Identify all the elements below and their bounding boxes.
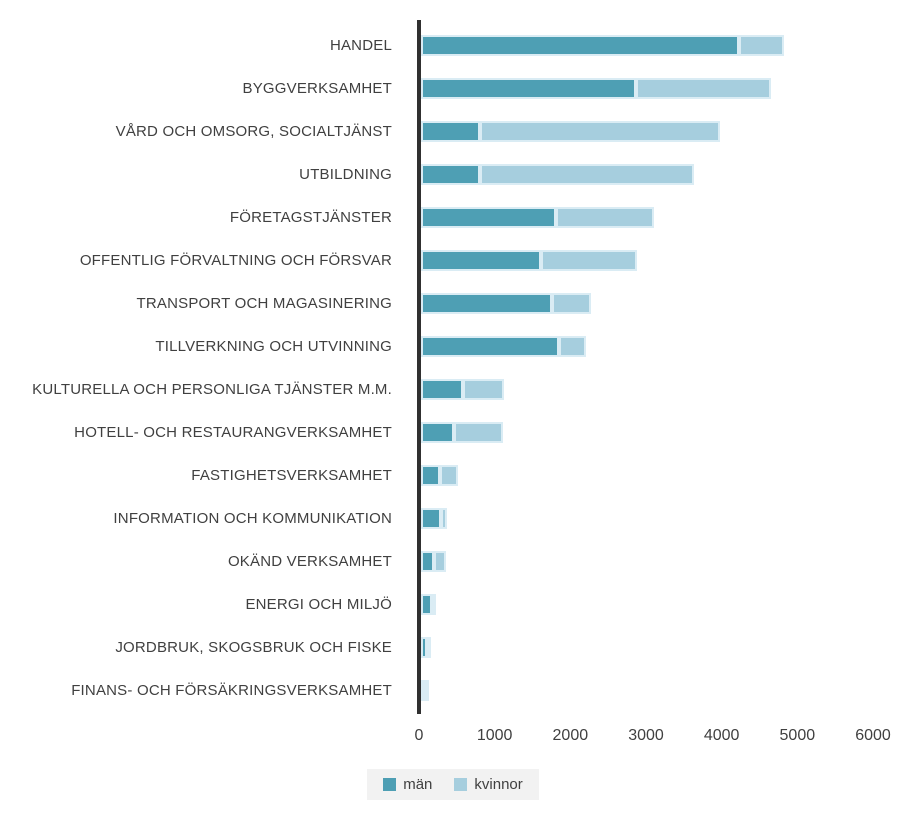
bar-track: [421, 207, 655, 228]
män-segment: [421, 78, 636, 99]
x-tick-label: 0: [414, 727, 424, 744]
bar-row: TRANSPORT OCH MAGASINERING: [0, 282, 906, 325]
category-label: ENERGI OCH MILJÖ: [245, 596, 392, 613]
kvinnor-segment: [480, 164, 695, 185]
bar-track: [421, 680, 430, 701]
bar-track: [421, 78, 771, 99]
män-segment: [421, 379, 464, 400]
women-color-swatch: [454, 778, 468, 791]
bar-track: [421, 551, 446, 572]
legend-item-women: kvinnor: [454, 776, 523, 793]
category-label: FASTIGHETSVERKSAMHET: [191, 467, 392, 484]
män-segment: [421, 465, 440, 486]
category-label: OKÄND VERKSAMHET: [227, 553, 392, 570]
kvinnor-segment: [463, 379, 505, 400]
bar-track: [421, 250, 638, 271]
category-label: FINANS- OCH FÖRSÄKRINGSVERKSAMHET: [71, 682, 392, 699]
bar-track: [421, 164, 695, 185]
bar-row: JORDBRUK, SKOGSBRUK OCH FISKE: [0, 626, 906, 669]
kvinnor-segment: [440, 508, 447, 529]
legend-label-men: män: [403, 776, 433, 793]
män-segment: [421, 594, 433, 615]
bar-row: KULTURELLA OCH PERSONLIGA TJÄNSTER M.M.: [0, 368, 906, 411]
bar-track: [421, 422, 504, 443]
kvinnor-segment: [433, 551, 446, 572]
x-tick-label: 5000: [779, 727, 816, 744]
män-segment: [421, 35, 739, 56]
bar-row: INFORMATION OCH KOMMUNIKATION: [0, 497, 906, 540]
x-tick-label: 1000: [476, 727, 513, 744]
kvinnor-segment: [541, 250, 638, 271]
category-label: INFORMATION OCH KOMMUNIKATION: [113, 510, 392, 527]
män-segment: [421, 637, 428, 658]
category-label: TILLVERKNING OCH UTVINNING: [155, 338, 392, 355]
bar-row: UTBILDNING: [0, 153, 906, 196]
kvinnor-segment: [425, 680, 430, 701]
bar-row: FINANS- OCH FÖRSÄKRINGSVERKSAMHET: [0, 669, 906, 712]
category-label: HANDEL: [329, 37, 392, 54]
bar-row: FASTIGHETSVERKSAMHET: [0, 454, 906, 497]
kvinnor-segment: [432, 594, 437, 615]
bar-row: OKÄND VERKSAMHET: [0, 540, 906, 583]
legend-label-women: kvinnor: [474, 776, 523, 793]
bar-rows: HANDEL BYGGVERKSAMHET VÅRD OCH OMSORG, SOC…: [0, 24, 906, 712]
x-axis-ticks: 0 1000 2000 3000 4000 5000 6000: [415, 727, 891, 749]
category-label: JORDBRUK, SKOGSBRUK OCH FISKE: [115, 639, 392, 656]
kvinnor-segment: [555, 207, 655, 228]
kvinnor-segment: [480, 121, 720, 142]
men-color-swatch: [383, 778, 397, 791]
kvinnor-segment: [738, 35, 785, 56]
bar-row: HANDEL: [0, 24, 906, 67]
y-axis-line: [417, 20, 421, 714]
män-segment: [421, 422, 455, 443]
män-segment: [421, 293, 552, 314]
bar-track: [421, 336, 586, 357]
bar-row: TILLVERKNING OCH UTVINNING: [0, 325, 906, 368]
x-tick-label: 6000: [855, 727, 891, 744]
x-tick-label: 4000: [703, 727, 740, 744]
män-segment: [421, 121, 481, 142]
legend-item-men: män: [383, 776, 432, 793]
category-label: VÅRD OCH OMSORG, SOCIALTJÄNST: [115, 123, 392, 140]
män-segment: [421, 250, 542, 271]
category-label: BYGGVERKSAMHET: [242, 80, 392, 97]
bar-track: [421, 293, 592, 314]
bar-track: [421, 637, 432, 658]
category-label: UTBILDNING: [299, 166, 392, 183]
män-segment: [421, 551, 434, 572]
män-segment: [421, 207, 556, 228]
bar-row: ENERGI OCH MILJÖ: [0, 583, 906, 626]
bar-track: [421, 379, 505, 400]
legend-wrap: män kvinnor: [0, 769, 906, 800]
män-segment: [421, 508, 441, 529]
män-segment: [421, 680, 425, 701]
bar-row: BYGGVERKSAMHET: [0, 67, 906, 110]
x-tick-label: 2000: [552, 727, 589, 744]
category-label: HOTELL- OCH RESTAURANGVERKSAMHET: [74, 424, 392, 441]
kvinnor-segment: [427, 637, 432, 658]
kvinnor-segment: [439, 465, 459, 486]
kvinnor-segment: [559, 336, 586, 357]
bar-track: [421, 465, 459, 486]
x-tick-label: 3000: [628, 727, 664, 744]
män-segment: [421, 164, 481, 185]
bar-track: [421, 594, 437, 615]
kvinnor-segment: [551, 293, 592, 314]
bar-track: [421, 508, 447, 529]
bar-row: HOTELL- OCH RESTAURANGVERKSAMHET: [0, 411, 906, 454]
category-label: TRANSPORT OCH MAGASINERING: [136, 295, 392, 312]
bar-row: OFFENTLIG FÖRVALTNING OCH FÖRSVAR: [0, 239, 906, 282]
bar-track: [421, 35, 785, 56]
kvinnor-segment: [635, 78, 771, 99]
män-segment: [421, 336, 560, 357]
category-label: OFFENTLIG FÖRVALTNING OCH FÖRSVAR: [79, 252, 392, 269]
bar-row: VÅRD OCH OMSORG, SOCIALTJÄNST: [0, 110, 906, 153]
bar-row: FÖRETAGSTJÄNSTER: [0, 196, 906, 239]
category-label: FÖRETAGSTJÄNSTER: [229, 209, 392, 226]
category-label: KULTURELLA OCH PERSONLIGA TJÄNSTER M.M.: [32, 381, 392, 398]
bar-track: [421, 121, 720, 142]
kvinnor-segment: [454, 422, 504, 443]
legend: män kvinnor: [367, 769, 539, 800]
